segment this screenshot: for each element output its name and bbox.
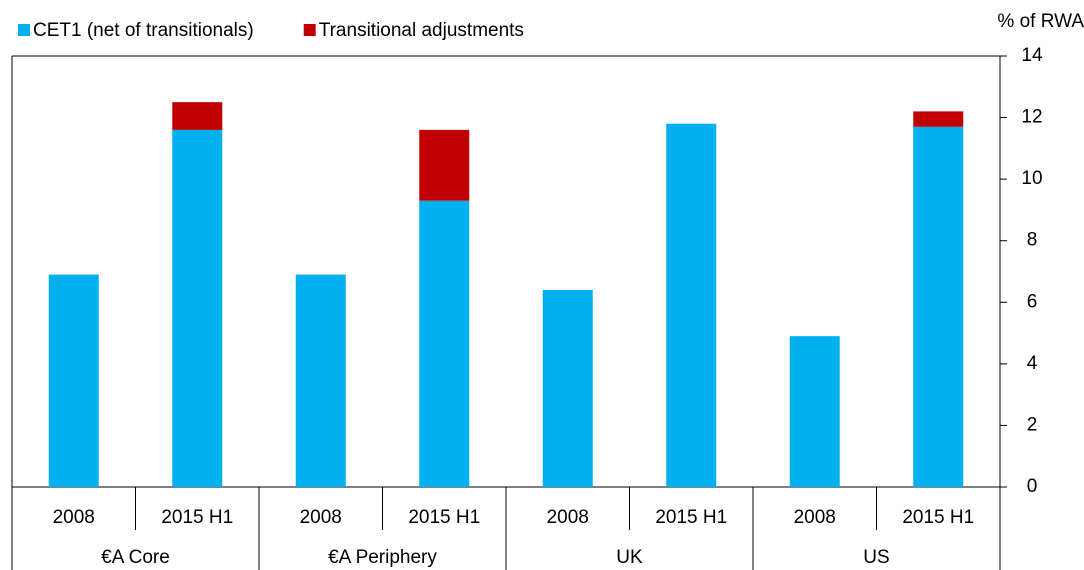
legend-label: Transitional adjustments <box>319 20 524 41</box>
bar <box>48 274 99 487</box>
bar <box>295 274 346 487</box>
x-tick-label: 2008 <box>794 507 836 528</box>
group-label: €A Core <box>101 547 170 568</box>
x-tick-label: 2008 <box>53 507 95 528</box>
bar <box>172 102 223 130</box>
y-tick-label: 12 <box>1021 107 1042 128</box>
legend-swatch <box>303 24 316 36</box>
y-tick-label: 0 <box>1027 476 1038 497</box>
x-tick-label: 2015 H1 <box>408 507 480 528</box>
bar <box>789 336 840 487</box>
y-tick-label: 8 <box>1027 230 1038 251</box>
x-tick-label: 2015 H1 <box>161 507 233 528</box>
y-axis-label: % of RWA <box>997 11 1084 32</box>
y-tick-label: 14 <box>1021 45 1043 66</box>
bar <box>666 123 717 487</box>
y-tick-label: 6 <box>1027 291 1038 312</box>
legend-label: CET1 (net of transitionals) <box>33 20 254 41</box>
y-tick-label: 2 <box>1027 414 1038 435</box>
x-tick-label: 2015 H1 <box>902 507 974 528</box>
group-label: €A Periphery <box>328 547 437 568</box>
bar <box>419 129 470 201</box>
x-tick-label: 2008 <box>300 507 342 528</box>
x-tick-label: 2015 H1 <box>655 507 727 528</box>
group-label: UK <box>616 547 643 568</box>
bar <box>419 200 470 487</box>
y-tick-label: 4 <box>1027 353 1038 374</box>
bar <box>172 129 223 487</box>
legend-swatch <box>18 24 30 36</box>
bar <box>913 126 964 488</box>
bar <box>542 289 593 487</box>
x-tick-label: 2008 <box>547 507 589 528</box>
bar <box>913 111 964 127</box>
group-label: US <box>863 547 889 568</box>
y-tick-label: 10 <box>1021 168 1042 189</box>
